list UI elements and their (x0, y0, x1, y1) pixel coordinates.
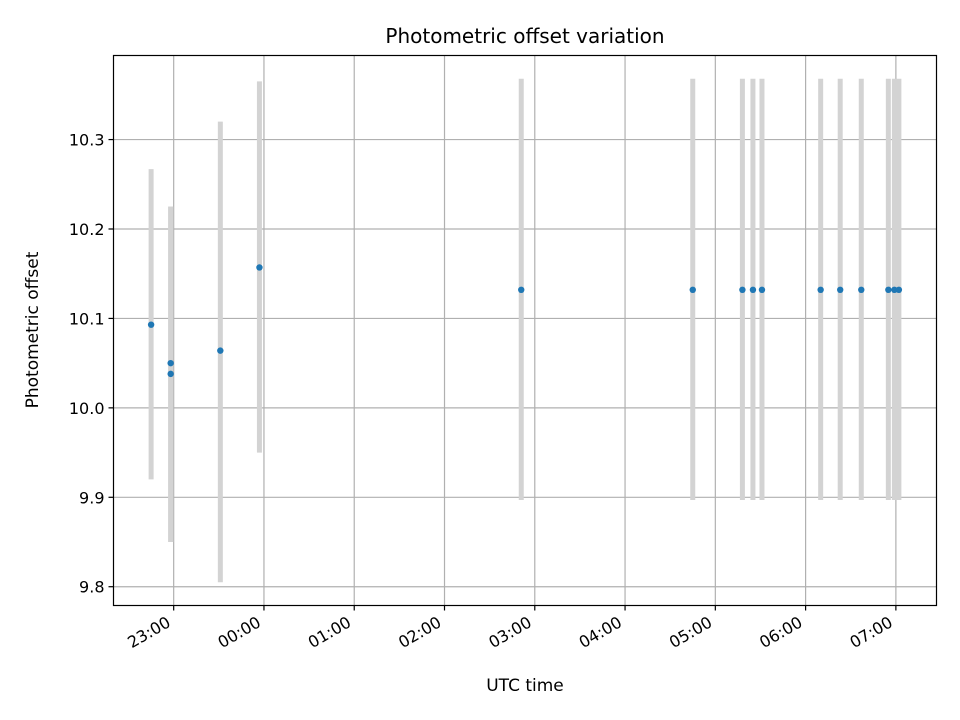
data-point (837, 286, 844, 294)
data-point (217, 347, 224, 354)
y-tick-label: 9.9 (79, 488, 104, 507)
data-point (895, 286, 903, 294)
data-point (518, 286, 525, 294)
chart-title: Photometric offset variation (385, 24, 664, 48)
y-tick-label: 10.2 (69, 220, 105, 239)
data-point (147, 321, 155, 328)
data-point (167, 359, 174, 367)
plot-frame (112, 54, 938, 607)
x-axis-label: UTC time (486, 676, 564, 696)
data-point (167, 370, 174, 378)
data-points (147, 264, 903, 378)
y-tick-label: 9.8 (79, 578, 104, 597)
data-point (256, 264, 263, 271)
data-point (858, 286, 865, 294)
data-point (689, 286, 696, 294)
y-axis-label: Photometric offset (23, 251, 43, 408)
grid (113, 55, 937, 606)
data-point (739, 286, 746, 294)
y-tick-label: 10.0 (69, 399, 105, 418)
data-point (891, 286, 898, 294)
y-axis-ticks: 9.8 9.9 10.0 10.1 10.2 10.3 (69, 131, 114, 597)
data-point (758, 286, 766, 294)
y-tick-label: 10.1 (69, 309, 105, 328)
y-tick-label: 10.3 (69, 131, 105, 150)
data-point (749, 286, 757, 294)
data-point (885, 286, 892, 294)
data-point (817, 286, 824, 294)
